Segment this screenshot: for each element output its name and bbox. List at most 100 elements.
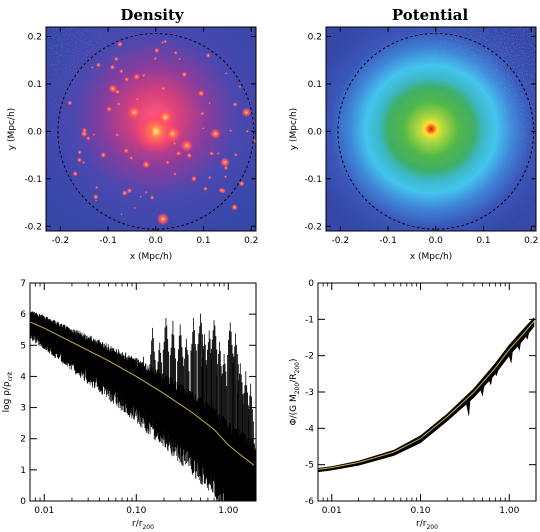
density-spike	[149, 327, 156, 387]
potential-map-ytick-label: 0.1	[308, 80, 322, 90]
density-spike	[140, 356, 147, 392]
potential-profile-xtick-label: 0.01	[322, 506, 342, 516]
potential-profile-ytick-label: -4	[305, 424, 314, 434]
density-profile-ytick-label: 3	[20, 404, 26, 414]
potential-dip	[523, 332, 529, 341]
density-profile-panel: 0.01 0.10 1.00 0 1 2 3 4 5 6 7 r/r200 log ρ/ρcrit	[2, 279, 257, 531]
potential-map-noise	[326, 27, 536, 231]
density-profile-ytick-label: 4	[20, 372, 26, 382]
potential-profile-xtick-label: 0.10	[410, 506, 430, 516]
potential-dip	[479, 385, 485, 396]
density-map-x-ticks: -0.2 -0.1 0.0 0.1 0.2	[52, 27, 258, 246]
potential-profile-ylabel: Φ/(G M200/R200)	[289, 359, 301, 426]
density-profile-ytick-label: 2	[20, 435, 26, 445]
density-map-ytick-label: -0.1	[24, 175, 42, 185]
density-profile-xtick-label: 1.00	[218, 506, 238, 516]
density-map-ylabel: y (Mpc/h)	[7, 108, 17, 150]
density-profile-x-ticks: 0.01 0.10 1.00	[29, 283, 257, 516]
density-profile-frame	[29, 282, 257, 502]
density-profile-ytick-label: 7	[20, 279, 26, 289]
density-spike	[169, 320, 176, 400]
density-profile-xtick-label: 0.10	[126, 506, 146, 516]
density-map-ytick-label: 0.2	[28, 32, 42, 42]
density-map-ytick-label: 0.0	[28, 127, 43, 137]
density-map-panel: Density -0.2 -0.1 0.0 0.1 0.2 -0.2 -0.1 0.0 0.1…	[7, 6, 258, 262]
density-map-frame	[45, 26, 257, 232]
potential-map-frame	[325, 26, 537, 232]
potential-profile-ytick-label: -5	[305, 461, 314, 471]
potential-profile-ytick-label: -3	[305, 388, 314, 398]
potential-map-xtick-label: 0.0	[429, 236, 444, 246]
density-spike	[242, 371, 249, 459]
density-spike	[227, 322, 234, 447]
density-spike	[177, 324, 184, 405]
potential-profile-ytick-label: -6	[305, 497, 314, 507]
density-profile-mean-line	[30, 321, 255, 466]
potential-dip	[515, 342, 521, 352]
potential-map-panel: Potential -0.2 -0.1 0.0 0.1 0.2 -0.2 -0.1 0.0 0…	[289, 6, 538, 262]
potential-map-y-ticks: -0.2 -0.1 0.0 0.1 0.2	[304, 32, 536, 232]
density-profile-xlabel: r/r200	[132, 519, 154, 531]
density-spike	[183, 338, 190, 409]
density-map-ytick-label: -0.2	[24, 222, 42, 232]
density-spike	[201, 334, 208, 422]
density-spike	[220, 354, 228, 441]
density-map-noise	[46, 27, 256, 231]
density-spike	[216, 341, 223, 436]
density-spike	[232, 333, 239, 451]
density-spike	[237, 363, 244, 455]
density-spike	[210, 320, 218, 430]
density-spike	[162, 318, 170, 395]
potential-profile-dips	[465, 332, 529, 416]
density-profile-xtick-label: 0.01	[34, 506, 54, 516]
density-map-xtick-label: 0.0	[149, 236, 164, 246]
density-map-xtick-label: 0.1	[196, 236, 210, 246]
density-map-y-ticks: -0.2 -0.1 0.0 0.1 0.2	[24, 32, 256, 232]
density-profile-ytick-label: 6	[20, 310, 26, 320]
density-map-xlabel: x (Mpc/h)	[130, 252, 172, 262]
density-profile-ytick-label: 0	[20, 497, 26, 507]
potential-map-ytick-label: -0.1	[304, 175, 322, 185]
potential-map-xtick-label: -0.2	[332, 236, 350, 246]
density-spike	[190, 317, 197, 414]
potential-profile-frame	[317, 282, 537, 502]
density-map-xtick-label: 0.2	[244, 236, 258, 246]
potential-profile-panel: 0.01 0.10 1.00 -6 -5 -4 -3 -2 -1 0 r/r200 Φ/(G M…	[289, 279, 537, 531]
potential-profile-x-ticks: 0.01 0.10 1.00	[317, 283, 537, 516]
potential-profile-band	[318, 316, 535, 473]
density-spike	[206, 330, 213, 426]
potential-map-ytick-label: 0.0	[308, 127, 323, 137]
density-map-xtick-label: -0.1	[99, 236, 117, 246]
density-profile-ytick-label: 5	[20, 341, 26, 351]
density-map-xtick-label: -0.2	[52, 236, 70, 246]
potential-dip	[507, 351, 513, 363]
potential-map-title: Potential	[392, 6, 469, 24]
potential-map-x-ticks: -0.2 -0.1 0.0 0.1 0.2	[332, 27, 538, 246]
density-scatter-points	[30, 311, 256, 501]
density-map-title: Density	[120, 6, 185, 24]
potential-profile-xlabel: r/r200	[416, 519, 438, 531]
potential-dip	[487, 376, 493, 386]
density-profile-spikes	[140, 313, 254, 463]
density-map-ytick-label: 0.1	[28, 80, 42, 90]
potential-profile-ytick-label: 0	[308, 279, 314, 289]
potential-map-xtick-label: 0.1	[476, 236, 490, 246]
density-spike	[156, 342, 163, 391]
density-profile-ylabel: log ρ/ρcrit	[2, 371, 14, 412]
potential-profile-y-ticks: -6 -5 -4 -3 -2 -1 0	[305, 279, 536, 507]
density-profile-y-ticks: 0 1 2 3 4 5 6 7	[20, 279, 256, 507]
potential-map-ytick-label: 0.2	[308, 32, 322, 42]
potential-map-xtick-label: 0.2	[524, 236, 538, 246]
potential-profile-xtick-label: 1.00	[499, 506, 519, 516]
potential-dip	[492, 370, 499, 377]
density-spike	[247, 383, 254, 463]
potential-map-xlabel: x (Mpc/h)	[410, 252, 452, 262]
potential-profile-ytick-label: -2	[305, 352, 314, 362]
potential-dip	[465, 399, 471, 416]
potential-profile-mean-line	[318, 321, 535, 470]
potential-map-xtick-label: -0.1	[379, 236, 397, 246]
potential-map-ytick-label: -0.2	[304, 222, 322, 232]
density-profile-scatter	[30, 311, 256, 501]
potential-map-ylabel: y (Mpc/h)	[289, 108, 299, 150]
